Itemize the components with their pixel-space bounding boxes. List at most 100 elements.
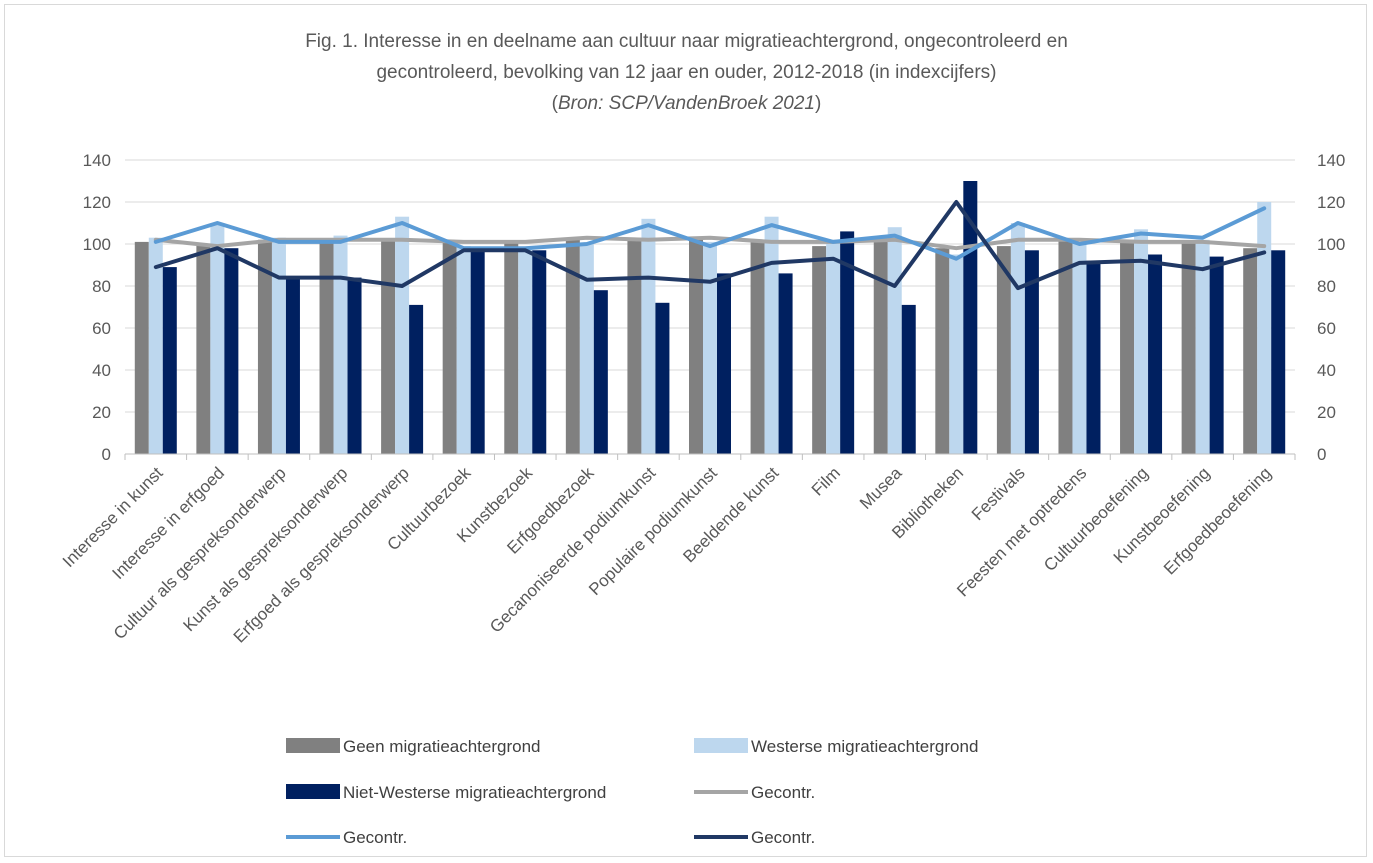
y-tick-label: 140 (83, 151, 111, 170)
bar (395, 216, 410, 454)
y-tick-label: 120 (83, 193, 111, 212)
bar (1195, 239, 1210, 454)
bar (1271, 250, 1286, 454)
bar (873, 241, 888, 454)
axes (124, 453, 1296, 460)
legend-swatch (286, 784, 340, 799)
series-line (153, 200, 1267, 291)
bar (717, 273, 731, 454)
bar (1072, 241, 1087, 454)
x-category-label: Erfgoedbeoefening (1160, 463, 1275, 578)
bar (593, 290, 608, 454)
y2-tick-label: 80 (1317, 277, 1336, 296)
bar (470, 248, 485, 454)
bar (1243, 248, 1258, 454)
bar (319, 239, 334, 454)
bar (224, 248, 239, 454)
y-tick-label: 40 (92, 361, 111, 380)
bar (271, 237, 286, 454)
bar (347, 277, 362, 454)
source-close: ) (815, 93, 822, 114)
bar (518, 248, 533, 454)
bar (148, 237, 163, 454)
y-tick-label: 100 (83, 235, 111, 254)
x-category-label: Musea (856, 463, 906, 513)
bar (703, 241, 717, 454)
legend-label: Geen migratieachtergrond (343, 737, 541, 756)
bar (750, 239, 765, 454)
bar (935, 248, 950, 454)
y2-tick-label: 100 (1317, 235, 1345, 254)
bar (162, 267, 177, 454)
bar (1134, 229, 1149, 454)
bar (1120, 239, 1135, 454)
x-category-label: Interesse in erfgoed (109, 463, 229, 583)
legend-label: Gecontr. (343, 828, 407, 847)
bar (901, 304, 916, 454)
y-axis-left-ticks: 0 20 40 60 80 100 120 140 (83, 151, 111, 464)
legend: Geen migratieachtergrond Westerse migrati… (286, 737, 978, 847)
bar (1181, 241, 1196, 454)
legend-swatch (694, 738, 748, 753)
y2-tick-label: 120 (1317, 193, 1345, 212)
bar (1058, 239, 1073, 454)
bar (826, 241, 841, 454)
y2-tick-label: 20 (1317, 403, 1336, 422)
legend-label: Westerse migratieachtergrond (751, 737, 978, 756)
bar (812, 246, 827, 454)
bar (641, 218, 656, 454)
bar (627, 239, 642, 454)
bar (996, 246, 1011, 454)
y2-tick-label: 140 (1317, 151, 1345, 170)
title-line-1: Fig. 1. Interesse in en deelname aan cul… (305, 31, 1068, 52)
legend-label: Gecontr. (751, 828, 815, 847)
bar (257, 239, 272, 454)
bar (333, 235, 348, 454)
x-category-label: Interesse in kunst (59, 463, 167, 571)
y-axis-right-ticks: 0 20 40 60 80 100 120 140 (1317, 151, 1345, 464)
bar (285, 277, 300, 454)
bar (381, 239, 396, 454)
bar (655, 302, 670, 454)
bar (840, 231, 855, 454)
legend-label: Niet-Westerse migratieachtergrond (343, 783, 606, 802)
bar (1209, 256, 1224, 454)
y-tick-label: 80 (92, 277, 111, 296)
y-tick-label: 60 (92, 319, 111, 338)
bar (778, 273, 793, 454)
y2-tick-label: 60 (1317, 319, 1336, 338)
series-line (153, 235, 1267, 251)
bar (887, 227, 902, 454)
y2-tick-label: 0 (1317, 445, 1326, 464)
bar (409, 304, 424, 454)
y2-tick-label: 40 (1317, 361, 1336, 380)
bar (1148, 254, 1163, 454)
chart-title: Fig. 1. Interesse in en deelname aan cul… (0, 26, 1373, 119)
x-category-label: Film (808, 463, 844, 499)
bars (134, 181, 1286, 454)
bar (1086, 260, 1101, 454)
source-name: Bron: SCP/VandenBroek 2021 (557, 93, 816, 114)
bar (949, 254, 964, 454)
y-tick-label: 0 (102, 445, 111, 464)
bar (210, 223, 225, 454)
bar (456, 246, 471, 454)
bar (134, 241, 149, 454)
x-category-label: Festivals (968, 463, 1029, 524)
source-line: (Bron: SCP/VandenBroek 2021) (0, 88, 1373, 119)
bar (532, 250, 547, 454)
series-line (153, 206, 1267, 261)
bar (442, 241, 457, 454)
x-category-label: Cultuurbeoefening (1040, 463, 1152, 575)
legend-swatch (286, 738, 340, 753)
bar (196, 244, 211, 454)
legend-label: Gecontr. (751, 783, 815, 802)
title-line-2: gecontroleerd, bevolking van 12 jaar en … (376, 62, 997, 83)
bar (689, 239, 703, 454)
bar (504, 241, 519, 454)
bar (1010, 223, 1025, 454)
bar (1257, 202, 1272, 454)
bar (565, 239, 580, 454)
